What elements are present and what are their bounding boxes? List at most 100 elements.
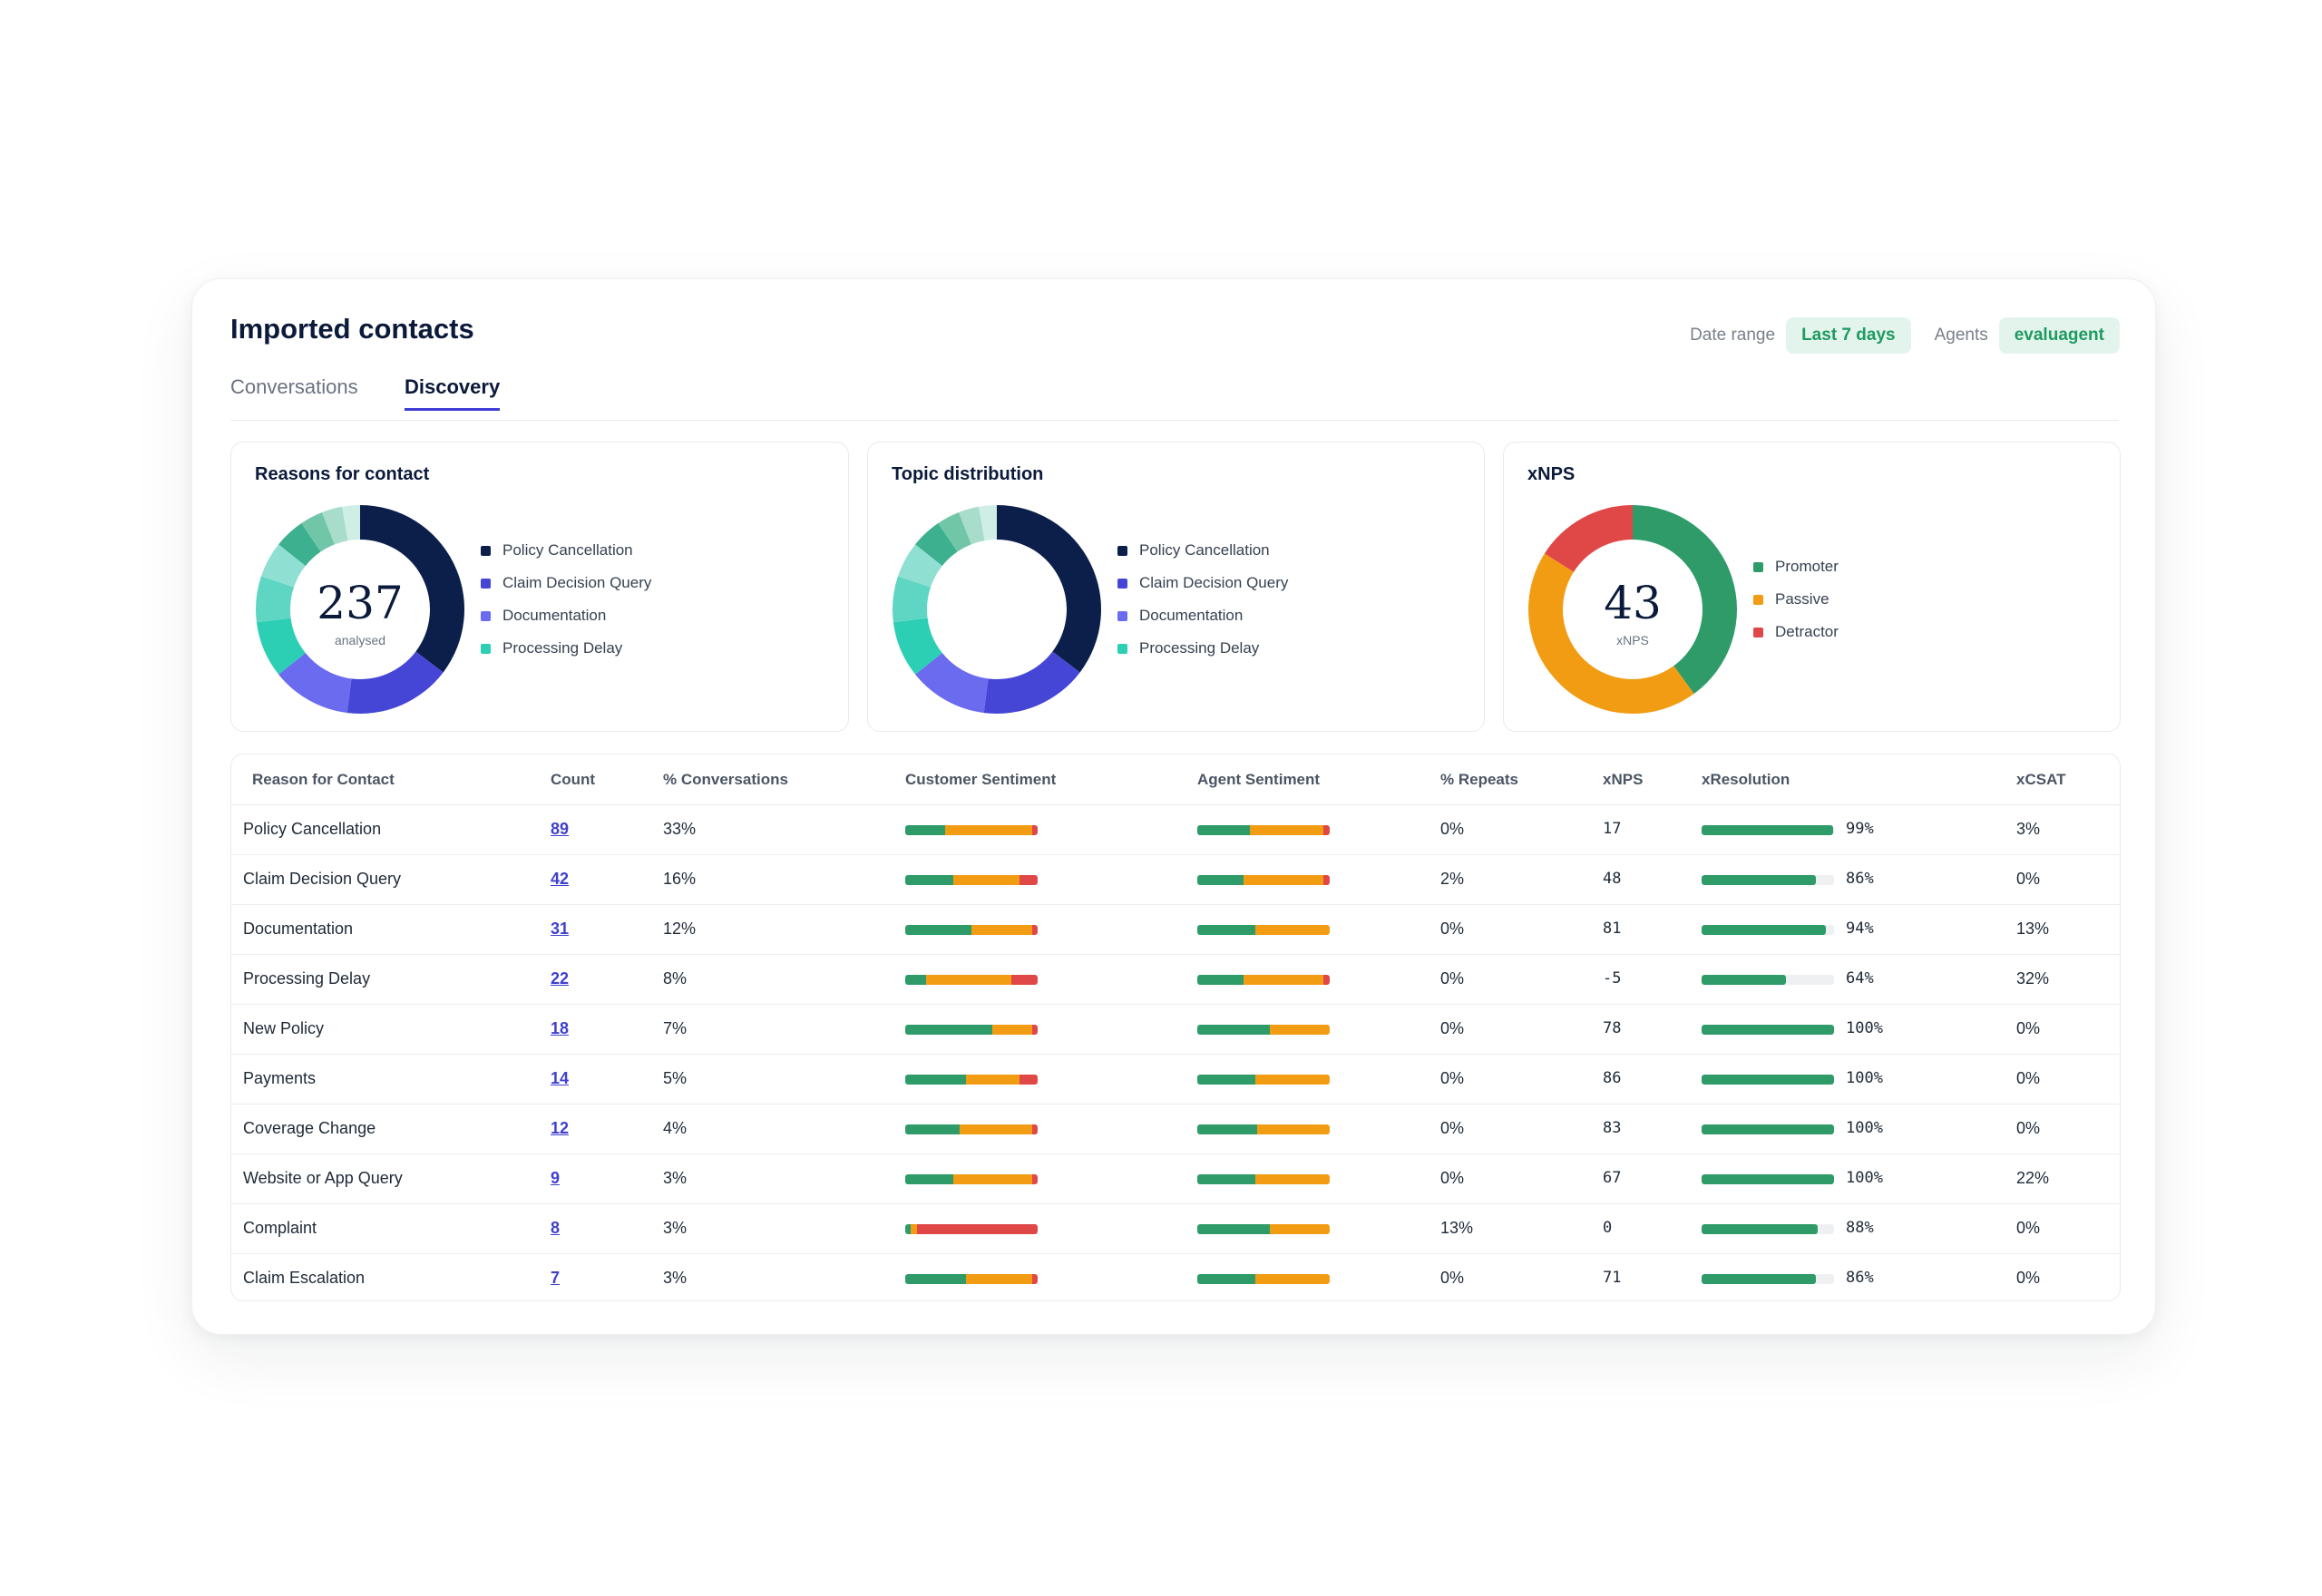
repeats-cell: 13% — [1440, 1219, 1474, 1237]
sentiment-segment — [1255, 1075, 1330, 1085]
count-link[interactable]: 22 — [551, 969, 570, 988]
donut-slice — [1544, 505, 1633, 572]
count-link[interactable]: 14 — [551, 1069, 570, 1087]
sentiment-segment — [1322, 825, 1330, 835]
conversations-pct-cell: 8% — [663, 969, 688, 988]
column-header[interactable]: xNPS — [1603, 771, 1644, 788]
donut-center-label: analysed — [335, 633, 385, 647]
agent-sentiment-bar — [1197, 1124, 1330, 1134]
customer-sentiment-bar — [905, 1274, 1038, 1284]
count-link[interactable]: 31 — [551, 920, 570, 938]
sentiment-segment — [971, 925, 1033, 935]
donut-slice — [346, 651, 444, 715]
column-header[interactable]: xResolution — [1702, 771, 1790, 788]
xresolution-bar — [1702, 925, 1834, 935]
xresolution-value: 94% — [1846, 920, 1874, 938]
table-row[interactable]: Coverage Change 12 4% 0% 83 100% 0% — [231, 1104, 2120, 1154]
legend-label: Claim Decision Query — [502, 574, 652, 591]
column-header[interactable]: Reason for Contact — [252, 771, 395, 788]
sentiment-segment — [944, 825, 1033, 835]
legend-item: Passive — [1753, 583, 1839, 616]
count-link[interactable]: 89 — [551, 820, 570, 838]
repeats-cell: 0% — [1440, 1019, 1465, 1037]
column-header[interactable]: % Conversations — [663, 771, 788, 788]
sentiment-segment — [1255, 1274, 1330, 1284]
xresolution-bar — [1702, 875, 1834, 885]
column-header[interactable]: Customer Sentiment — [905, 771, 1057, 788]
legend-swatch — [481, 578, 491, 589]
xnps-cell: 78 — [1603, 1019, 1622, 1037]
legend-label: Policy Cancellation — [1139, 541, 1270, 559]
sentiment-segment — [1197, 1124, 1257, 1134]
date-range-chip[interactable]: Last 7 days — [1786, 317, 1911, 354]
tab-discovery[interactable]: Discovery — [405, 375, 501, 411]
count-link[interactable]: 18 — [551, 1019, 570, 1037]
sentiment-segment — [1032, 825, 1038, 835]
sentiment-segment — [1197, 1075, 1256, 1085]
count-link[interactable]: 9 — [551, 1169, 561, 1187]
donut-slice — [893, 618, 942, 675]
xnps-cell: 0 — [1603, 1219, 1613, 1237]
agent-sentiment-bar — [1197, 1224, 1330, 1234]
reason-cell: Coverage Change — [243, 1119, 376, 1137]
xcsat-cell: 0% — [2016, 1219, 2041, 1237]
tab-conversations[interactable]: Conversations — [230, 375, 358, 398]
customer-sentiment-bar — [905, 875, 1038, 885]
column-header[interactable]: Agent Sentiment — [1197, 771, 1321, 788]
legend-swatch — [1117, 643, 1127, 654]
reason-cell: Payments — [243, 1069, 317, 1087]
column-header[interactable]: xCSAT — [2016, 771, 2066, 788]
xcsat-cell: 13% — [2016, 920, 2050, 938]
table-row[interactable]: New Policy 18 7% 0% 78 100% 0% — [231, 1004, 2120, 1055]
xnps-cell: 17 — [1603, 820, 1622, 838]
table-row[interactable]: Policy Cancellation 89 33% 0% 17 99% 3% — [231, 804, 2120, 855]
xresolution-bar — [1702, 1124, 1834, 1134]
legend-swatch — [1117, 610, 1127, 621]
table-row[interactable]: Documentation 31 12% 0% 81 94% 13% — [231, 904, 2120, 955]
reason-cell: Policy Cancellation — [243, 820, 382, 838]
customer-sentiment-bar — [905, 825, 1038, 835]
conversations-pct-cell: 3% — [663, 1169, 688, 1187]
table-row[interactable]: Claim Decision Query 42 16% 2% 48 86% 0% — [231, 854, 2120, 905]
legend-label: Processing Delay — [1139, 639, 1260, 657]
table-row[interactable]: Complaint 8 3% 13% 0 88% 0% — [231, 1203, 2120, 1254]
xresolution-value: 100% — [1846, 1169, 1883, 1187]
conversations-pct-cell: 16% — [663, 870, 697, 888]
agents-chip[interactable]: evaluagent — [1998, 317, 2120, 354]
xresolution-bar — [1702, 1174, 1834, 1184]
xcsat-cell: 0% — [2016, 870, 2041, 888]
panel-title: xNPS — [1527, 464, 1576, 484]
table-row[interactable]: Claim Escalation 7 3% 0% 71 86% 0% — [231, 1253, 2120, 1300]
count-link[interactable]: 12 — [551, 1119, 570, 1137]
legend-label: Detractor — [1775, 623, 1839, 640]
xnps-cell: 71 — [1603, 1269, 1622, 1287]
column-header[interactable]: % Repeats — [1440, 771, 1518, 788]
sentiment-segment — [959, 1124, 1033, 1134]
sentiment-segment — [1197, 975, 1244, 985]
customer-sentiment-bar — [905, 975, 1038, 985]
donut-slice — [342, 505, 360, 541]
table-row[interactable]: Website or App Query 9 3% 0% 67 100% 22% — [231, 1153, 2120, 1204]
repeats-cell: 0% — [1440, 969, 1465, 988]
column-header[interactable]: Count — [551, 771, 596, 788]
count-link[interactable]: 42 — [551, 870, 570, 888]
agent-sentiment-bar — [1197, 925, 1330, 935]
sentiment-segment — [952, 875, 1020, 885]
donut-slice — [256, 618, 306, 675]
repeats-cell: 0% — [1440, 820, 1465, 838]
legend-swatch — [481, 610, 491, 621]
table-row[interactable]: Processing Delay 22 8% 0% -5 64% 32% — [231, 954, 2120, 1005]
legend-item: Detractor — [1753, 616, 1839, 648]
agent-sentiment-bar — [1197, 975, 1330, 985]
sentiment-segment — [1197, 1224, 1271, 1234]
agent-sentiment-bar — [1197, 825, 1330, 835]
reason-cell: Claim Escalation — [243, 1269, 366, 1287]
count-link[interactable]: 7 — [551, 1269, 561, 1287]
sentiment-segment — [926, 975, 1011, 985]
sentiment-segment — [1019, 1075, 1038, 1085]
legend-item: Claim Decision Query — [1117, 567, 1288, 599]
count-link[interactable]: 8 — [551, 1219, 561, 1237]
table-row[interactable]: Payments 14 5% 0% 86 100% 0% — [231, 1054, 2120, 1105]
donut-slice — [255, 576, 295, 623]
donut-slice — [301, 511, 335, 552]
